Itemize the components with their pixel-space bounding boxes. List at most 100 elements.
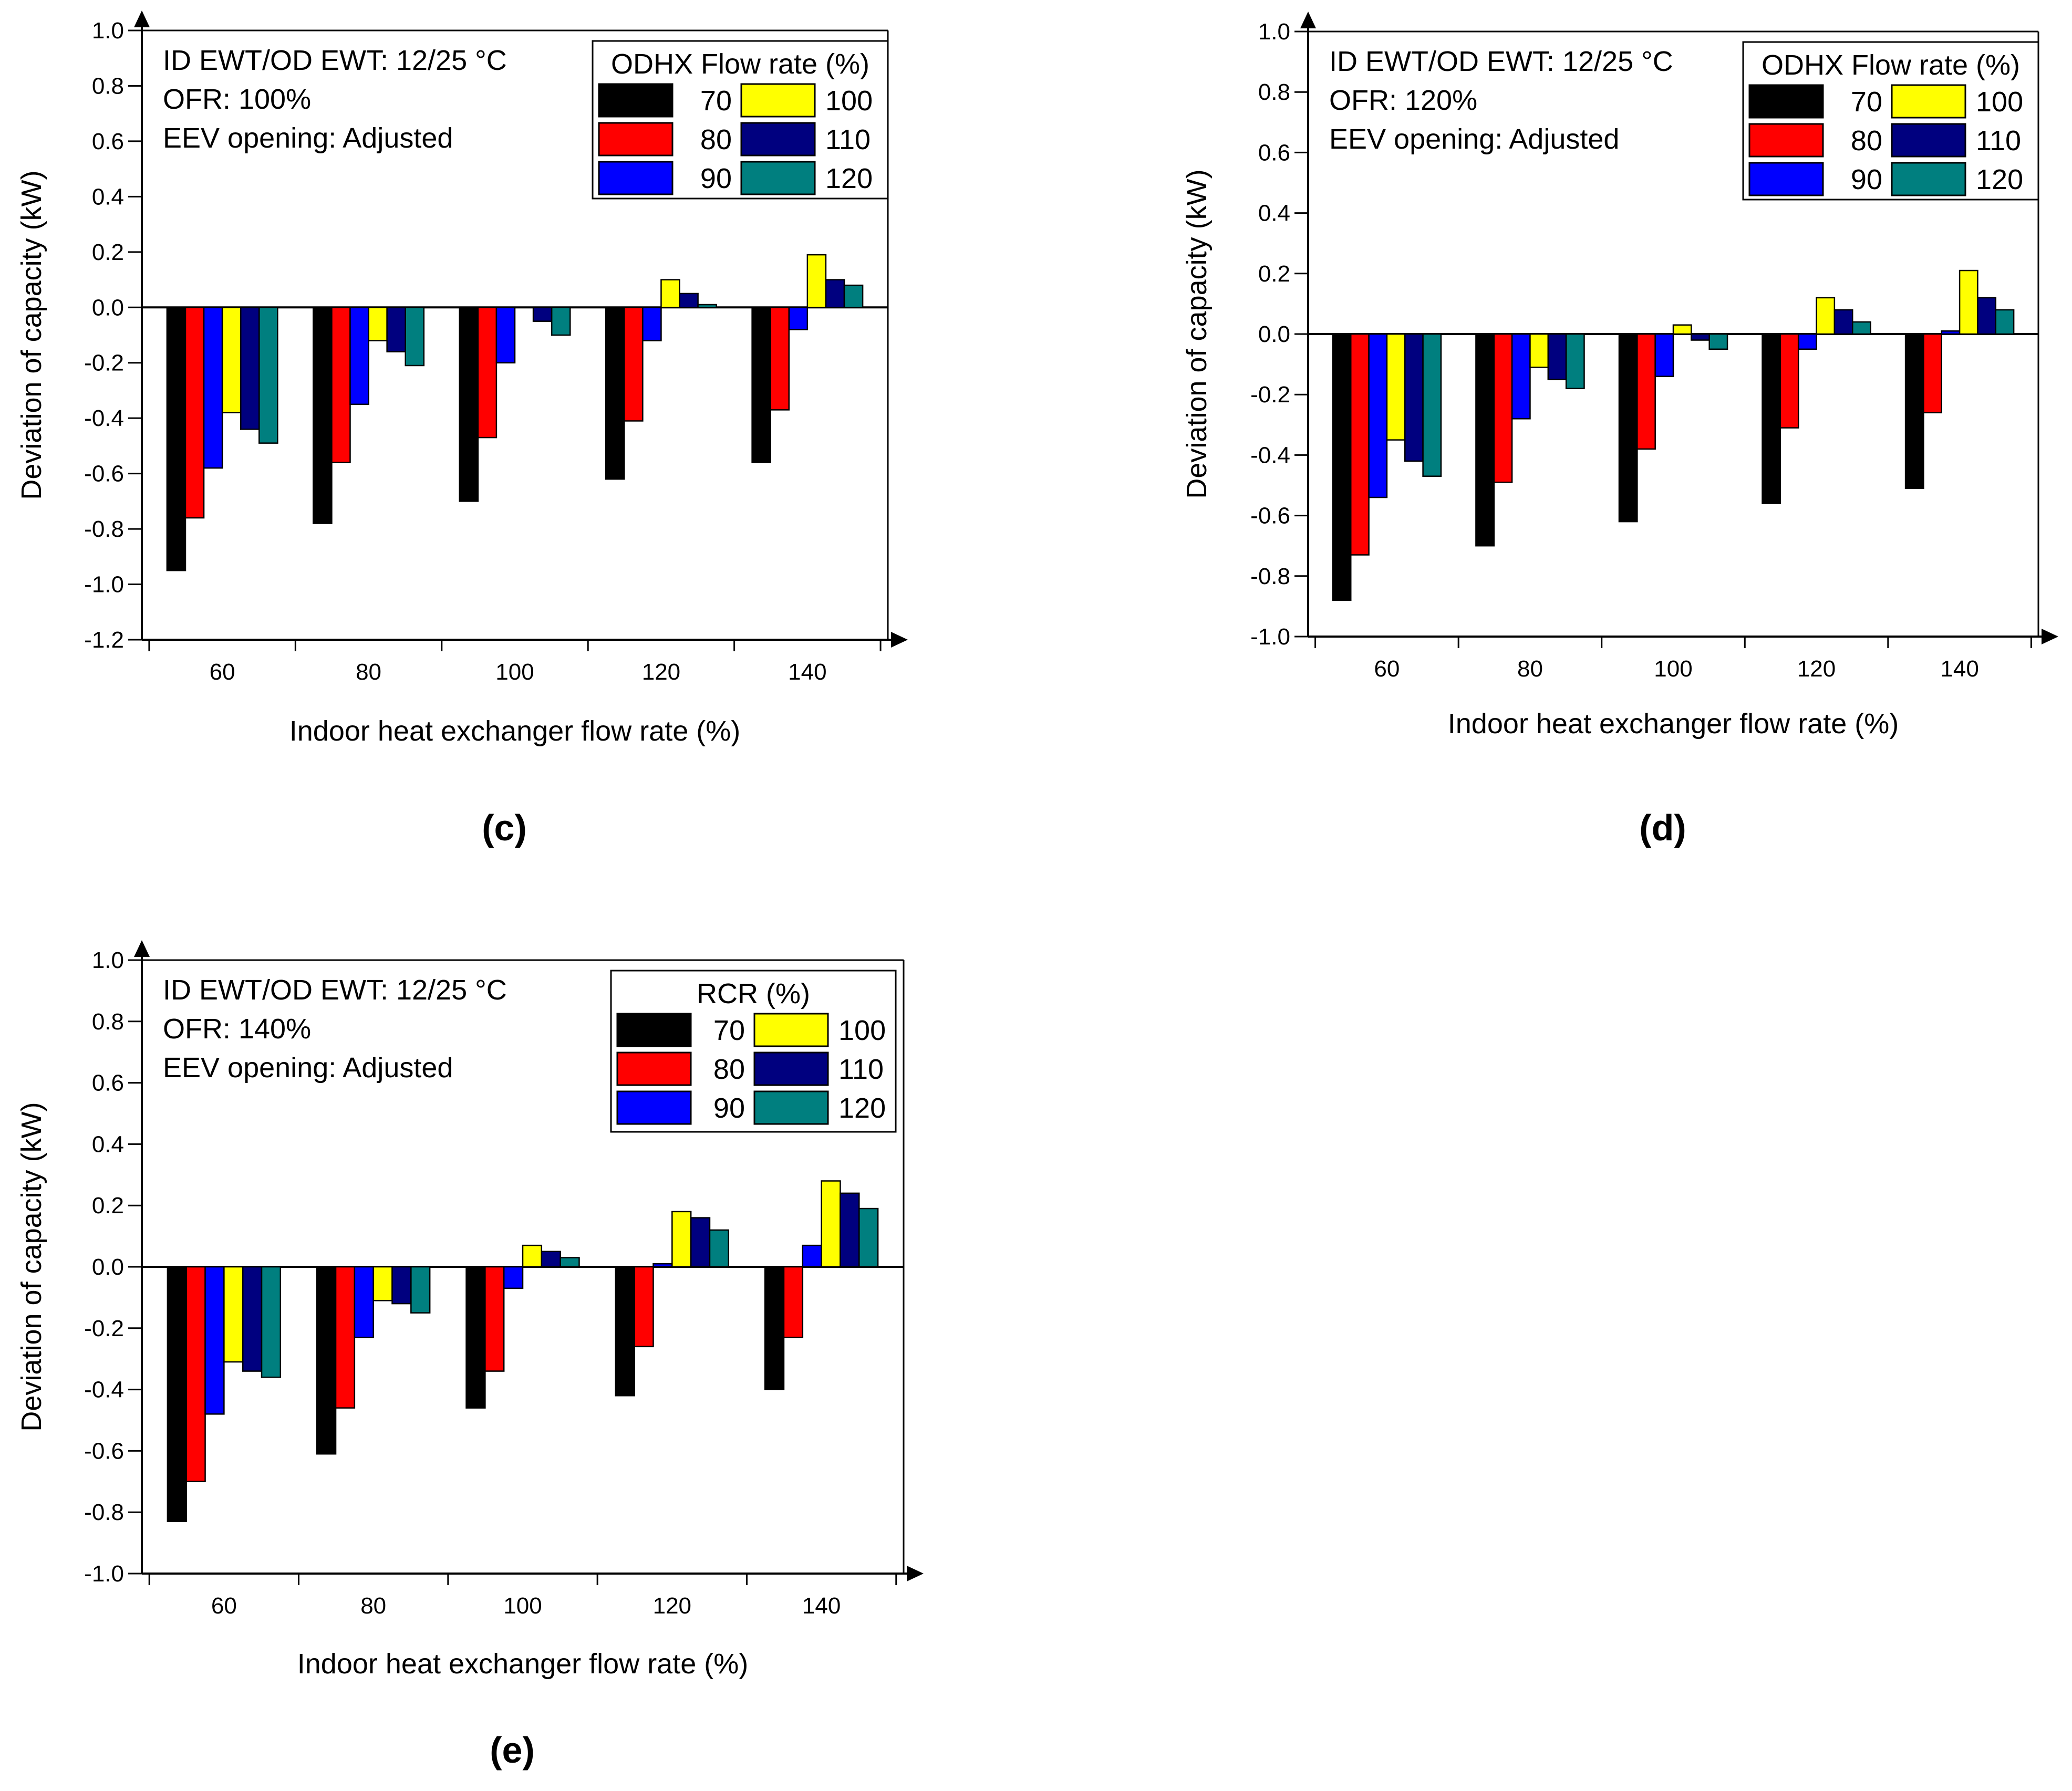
x-tick-label: 80 <box>360 1593 386 1619</box>
legend-label-70: 70 <box>700 85 732 117</box>
bar-110-cat-60 <box>240 307 260 430</box>
bar-70-cat-140 <box>764 1266 785 1390</box>
y-tick-label: 1.0 <box>92 947 124 973</box>
y-tick-label: 0.8 <box>1258 79 1290 105</box>
bar-90-cat-80 <box>1511 333 1531 420</box>
bar-70-cat-60 <box>166 307 187 571</box>
x-tick-label: 120 <box>642 659 680 685</box>
bar-100-cat-60 <box>221 307 242 413</box>
bar-100-cat-80 <box>372 1266 393 1301</box>
legend-label-70: 70 <box>713 1015 745 1046</box>
bar-120-cat-60 <box>1422 333 1442 477</box>
bar-110-cat-140 <box>840 1192 860 1268</box>
legend-label-70: 70 <box>1851 86 1882 118</box>
x-tick-label: 100 <box>503 1593 542 1619</box>
bar-100-cat-100 <box>1672 324 1692 335</box>
bar-70-cat-140 <box>1904 333 1924 490</box>
legend-swatch-110 <box>753 1051 829 1086</box>
bar-90-cat-80 <box>354 1266 374 1338</box>
legend-swatch-120 <box>1891 162 1966 196</box>
bar-110-cat-100 <box>1691 333 1710 341</box>
legend-title: ODHX Flow rate (%) <box>611 48 869 80</box>
y-tick-label: -0.8 <box>1250 564 1290 589</box>
bar-80-cat-140 <box>770 307 790 411</box>
y-axis-title: Deviation of capacity (kW) <box>1181 169 1213 498</box>
bar-70-cat-80 <box>316 1266 337 1455</box>
bar-110-cat-120 <box>679 293 699 308</box>
legend-label-100: 100 <box>838 1015 886 1046</box>
y-tick-label: 0.4 <box>1258 201 1290 226</box>
panel-label: (d) <box>1639 807 1686 848</box>
panel-label: (e) <box>490 1730 535 1771</box>
y-tick-label: 0.2 <box>1258 261 1290 287</box>
bar-70-cat-100 <box>1618 333 1638 523</box>
y-tick-label: -0.6 <box>84 1438 124 1464</box>
legend-swatch-110 <box>740 122 816 157</box>
bar-80-cat-60 <box>1350 333 1370 556</box>
legend-label-110: 110 <box>838 1054 884 1085</box>
bar-70-cat-120 <box>615 1266 635 1397</box>
bar-80-cat-120 <box>634 1266 654 1348</box>
legend-swatch-120 <box>753 1090 829 1125</box>
bar-120-cat-80 <box>410 1266 431 1314</box>
legend-label-90: 90 <box>713 1092 745 1124</box>
legend-label-100: 100 <box>1976 86 2023 118</box>
annotation-line: OFR: 100% <box>163 84 311 115</box>
bar-120-cat-120 <box>697 304 717 308</box>
bar-70-cat-80 <box>1475 333 1495 547</box>
legend-swatch-70 <box>598 83 674 118</box>
x-tick-label: 120 <box>653 1593 691 1619</box>
x-tick-label: 120 <box>1797 656 1836 682</box>
bar-120-cat-60 <box>261 1266 282 1378</box>
bar-120-cat-100 <box>551 307 571 336</box>
y-tick-label: 1.0 <box>1258 19 1290 45</box>
legend-label-120: 120 <box>838 1092 886 1124</box>
bar-100-cat-120 <box>671 1211 692 1268</box>
bar-90-cat-100 <box>503 1266 524 1289</box>
x-tick-label: 140 <box>788 659 826 685</box>
x-axis-arrow <box>2042 629 2058 644</box>
bar-100-cat-80 <box>1529 333 1549 368</box>
y-tick-label: 0.6 <box>1258 140 1290 165</box>
legend-title: ODHX Flow rate (%) <box>1762 49 2020 81</box>
legend-label-120: 120 <box>1976 164 2023 195</box>
bar-110-cat-60 <box>1404 333 1424 462</box>
bar-90-cat-60 <box>203 307 223 469</box>
bar-90-cat-140 <box>1941 330 1961 335</box>
bar-110-cat-100 <box>541 1251 561 1268</box>
legend-label-110: 110 <box>825 124 871 155</box>
bar-110-cat-120 <box>690 1217 711 1268</box>
legend-swatch-90 <box>598 161 674 195</box>
bar-80-cat-80 <box>335 1266 356 1409</box>
bar-110-cat-60 <box>242 1266 263 1372</box>
x-tick-label: 60 <box>1374 656 1400 682</box>
bar-100-cat-120 <box>660 279 680 308</box>
y-tick-label: -0.2 <box>84 350 124 376</box>
bar-110-cat-80 <box>391 1266 412 1305</box>
legend-swatch-90 <box>616 1090 692 1125</box>
legend-swatch-70 <box>616 1013 692 1047</box>
legend-swatch-70 <box>1748 84 1824 119</box>
legend-swatch-100 <box>740 83 816 118</box>
x-tick-label: 100 <box>495 659 534 685</box>
bar-110-cat-140 <box>1977 297 1997 335</box>
bar-70-cat-60 <box>1332 333 1352 601</box>
y-tick-label: -0.4 <box>84 1377 124 1403</box>
bar-80-cat-100 <box>477 307 498 439</box>
bar-110-cat-80 <box>1547 333 1567 380</box>
legend-label-80: 80 <box>1851 125 1882 157</box>
bar-70-cat-100 <box>459 307 479 502</box>
bar-120-cat-140 <box>843 284 864 308</box>
bar-100-cat-120 <box>1816 297 1836 335</box>
y-tick-label: 0.8 <box>92 1009 124 1035</box>
y-axis-arrow <box>1300 12 1316 28</box>
bar-80-cat-120 <box>624 307 644 422</box>
y-axis-title: Deviation of capacity (kW) <box>16 170 47 499</box>
bar-100-cat-140 <box>806 254 827 308</box>
y-tick-label: -1.0 <box>84 572 124 598</box>
bar-90-cat-120 <box>652 1263 673 1268</box>
y-tick-label: 0.2 <box>92 1193 124 1219</box>
y-tick-label: -0.8 <box>84 516 124 542</box>
bar-70-cat-80 <box>313 307 333 524</box>
